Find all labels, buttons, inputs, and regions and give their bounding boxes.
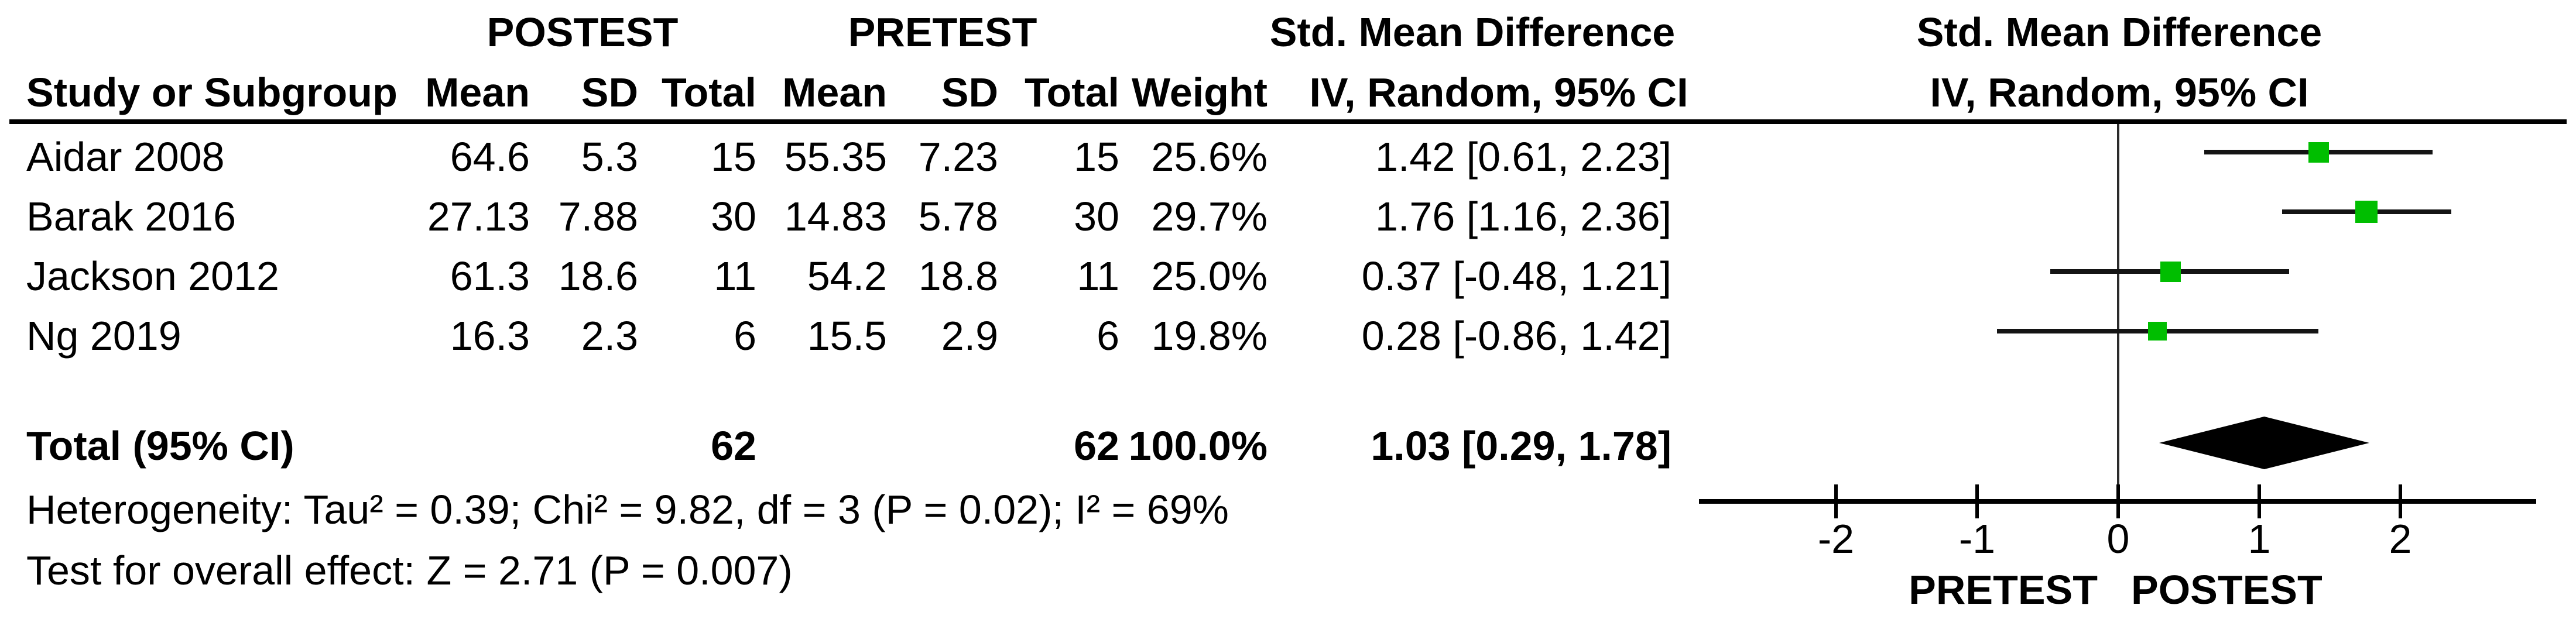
cell-sd-pretest: 2.9 — [941, 313, 998, 359]
total-row-label: Total (95% CI) — [26, 423, 294, 469]
col-header-total-postest: Total — [661, 70, 756, 115]
effect-square-marker — [2148, 322, 2167, 341]
col-header-mean-pretest: Mean — [782, 70, 887, 115]
postest-group-header: POSTEST — [487, 9, 679, 55]
cell-total-pretest: 6 — [1097, 313, 1119, 359]
study-label: Aidar 2008 — [26, 134, 225, 180]
axis-tick — [2258, 484, 2261, 518]
cell-mean-pretest: 14.83 — [784, 194, 887, 239]
header-rule — [9, 119, 2567, 124]
cell-mean-pretest: 15.5 — [807, 313, 887, 359]
axis-tick — [2116, 484, 2120, 518]
cell-sd-postest: 7.88 — [558, 194, 638, 239]
col-header-mean-postest: Mean — [425, 70, 530, 115]
smd-header-left-line1: Std. Mean Difference — [1269, 9, 1676, 55]
cell-sd-postest: 18.6 — [558, 253, 638, 299]
effect-square-marker — [2355, 201, 2378, 223]
cell-total-pretest: 15 — [1074, 134, 1119, 180]
effect-square-marker — [2160, 261, 2181, 282]
total-pretest-n: 62 — [1074, 423, 1119, 469]
col-header-sd-postest: SD — [581, 70, 638, 115]
col-header-sd-pretest: SD — [941, 70, 998, 115]
cell-sd-postest: 5.3 — [581, 134, 638, 180]
heterogeneity-note: Heterogeneity: Tau² = 0.39; Chi² = 9.82,… — [26, 487, 1229, 532]
cell-ci-text: 0.37 [-0.48, 1.21] — [1361, 253, 1671, 299]
axis-tick-label: -1 — [1958, 516, 1996, 562]
smd-header-left-line2: IV, Random, 95% CI — [1309, 70, 1688, 115]
axis-tick-label: 1 — [2248, 516, 2271, 562]
cell-total-pretest: 30 — [1074, 194, 1119, 239]
cell-weight: 25.0% — [1151, 253, 1268, 299]
zero-line — [2117, 124, 2119, 504]
cell-mean-postest: 27.13 — [427, 194, 530, 239]
axis-tick — [2399, 484, 2402, 518]
cell-mean-pretest: 55.35 — [784, 134, 887, 180]
cell-total-postest: 6 — [734, 313, 756, 359]
cell-mean-postest: 61.3 — [450, 253, 530, 299]
axis-tick-label: 0 — [2106, 516, 2130, 562]
cell-weight: 29.7% — [1151, 194, 1268, 239]
cell-sd-pretest: 18.8 — [918, 253, 998, 299]
cell-sd-pretest: 7.23 — [918, 134, 998, 180]
axis-tick — [1975, 484, 1979, 518]
cell-sd-postest: 2.3 — [581, 313, 638, 359]
study-label: Jackson 2012 — [26, 253, 279, 299]
smd-header-right-line2: IV, Random, 95% CI — [1930, 70, 2309, 115]
col-header-total-pretest: Total — [1024, 70, 1119, 115]
cell-total-postest: 11 — [714, 253, 756, 299]
axis-tick-label: -2 — [1817, 516, 1855, 562]
total-ci-text: 1.03 [0.29, 1.78] — [1371, 423, 1671, 469]
overall-effect-note: Test for overall effect: Z = 2.71 (P = 0… — [26, 548, 793, 593]
cell-total-postest: 15 — [711, 134, 756, 180]
study-label: Barak 2016 — [26, 194, 237, 239]
pretest-group-header: PRETEST — [848, 9, 1037, 55]
col-header-weight: Weight — [1131, 70, 1268, 115]
axis-tick-label: 2 — [2389, 516, 2412, 562]
cell-total-postest: 30 — [711, 194, 756, 239]
cell-weight: 25.6% — [1151, 134, 1268, 180]
axis-right-label: POSTEST — [2131, 567, 2322, 613]
col-header-study: Study or Subgroup — [26, 70, 398, 115]
cell-ci-text: 0.28 [-0.86, 1.42] — [1361, 313, 1671, 359]
cell-total-pretest: 11 — [1077, 253, 1119, 299]
cell-mean-postest: 64.6 — [450, 134, 530, 180]
cell-ci-text: 1.42 [0.61, 2.23] — [1375, 134, 1671, 180]
total-weight: 100.0% — [1128, 423, 1268, 469]
cell-sd-pretest: 5.78 — [918, 194, 998, 239]
smd-header-right-line1: Std. Mean Difference — [1916, 9, 2322, 55]
cell-weight: 19.8% — [1151, 313, 1268, 359]
total-diamond — [2159, 417, 2369, 469]
axis-tick — [1834, 484, 1838, 518]
study-label: Ng 2019 — [26, 313, 181, 359]
effect-square-marker — [2308, 142, 2329, 163]
axis-left-label: PRETEST — [1909, 567, 2098, 613]
cell-mean-pretest: 54.2 — [807, 253, 887, 299]
cell-ci-text: 1.76 [1.16, 2.36] — [1375, 194, 1671, 239]
total-postest-n: 62 — [711, 423, 756, 469]
cell-mean-postest: 16.3 — [450, 313, 530, 359]
